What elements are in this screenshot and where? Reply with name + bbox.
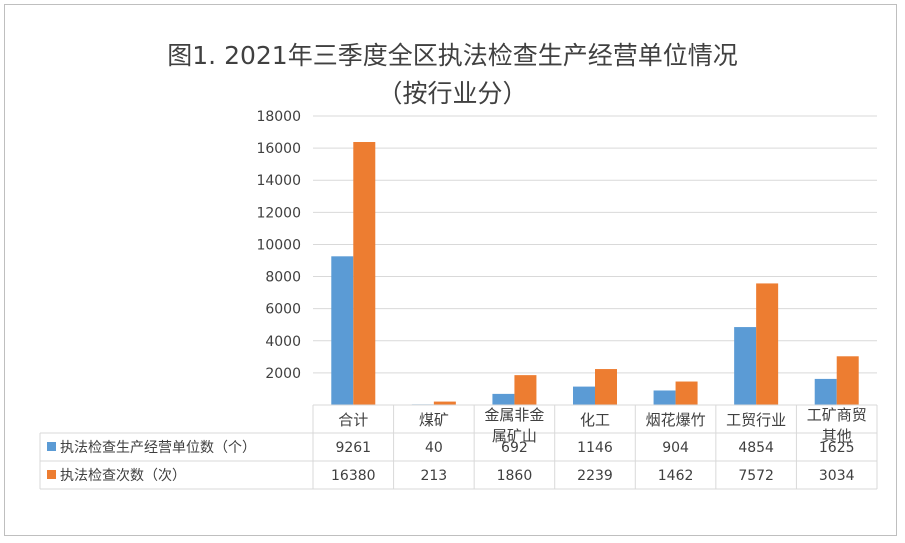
table-value: 40 bbox=[425, 440, 443, 456]
series-name: 执法检查生产经营单位数（个） bbox=[60, 440, 256, 456]
x-category-label: 金属非金 bbox=[484, 406, 544, 424]
x-category-label: 属矿山 bbox=[492, 427, 537, 445]
bar-inspections bbox=[353, 142, 376, 405]
bar-units bbox=[814, 378, 837, 405]
table-value: 1462 bbox=[658, 468, 694, 484]
bar-units bbox=[331, 256, 354, 405]
table-value: 904 bbox=[662, 440, 689, 456]
table-value: 2239 bbox=[577, 468, 613, 484]
table-value: 213 bbox=[420, 468, 447, 484]
x-category-label: 工矿商贸 bbox=[807, 406, 867, 424]
y-tick-label: 4000 bbox=[265, 334, 301, 350]
y-tick-label: 6000 bbox=[265, 302, 301, 318]
y-tick-label: 14000 bbox=[256, 173, 301, 189]
y-tick-label: 18000 bbox=[256, 109, 301, 125]
bar-units bbox=[573, 386, 595, 405]
y-tick-label: 12000 bbox=[256, 205, 301, 221]
table-value: 9261 bbox=[335, 440, 371, 456]
x-category-label: 煤矿 bbox=[419, 411, 449, 429]
y-tick-label: 2000 bbox=[265, 366, 301, 382]
x-category-label: 化工 bbox=[580, 411, 610, 429]
x-category-label: 烟花爆竹 bbox=[646, 411, 706, 429]
y-tick-label: 16000 bbox=[256, 141, 301, 157]
bar-units bbox=[734, 327, 757, 405]
legend-key bbox=[47, 470, 56, 479]
table-value: 1146 bbox=[577, 440, 613, 456]
y-tick-label: 8000 bbox=[265, 270, 301, 286]
series-name: 执法检查次数（次） bbox=[60, 468, 186, 484]
y-tick-label: 10000 bbox=[256, 237, 301, 253]
bar-inspections bbox=[836, 356, 859, 405]
chart-frame bbox=[4, 4, 897, 536]
bar-units bbox=[653, 390, 676, 405]
legend-key bbox=[47, 442, 56, 451]
table-value: 1625 bbox=[819, 440, 855, 456]
bar-inspections bbox=[675, 381, 698, 405]
chart-title: 图1. 2021年三季度全区执法检查生产经营单位情况 bbox=[167, 41, 738, 70]
table-value: 4854 bbox=[738, 440, 774, 456]
bar-units bbox=[492, 393, 515, 405]
bar-inspections bbox=[514, 375, 537, 405]
chart-subtitle: （按行业分） bbox=[377, 79, 528, 108]
bar-inspections bbox=[433, 401, 456, 405]
table-value: 16380 bbox=[331, 468, 376, 484]
bar-inspections bbox=[756, 283, 779, 405]
x-category-label: 其他 bbox=[822, 427, 852, 445]
x-category-label: 工贸行业 bbox=[726, 411, 786, 429]
bar-inspections bbox=[595, 369, 617, 405]
table-value: 1860 bbox=[497, 468, 533, 484]
table-value: 692 bbox=[501, 440, 528, 456]
x-category-label: 合计 bbox=[338, 411, 368, 429]
table-value: 7572 bbox=[738, 468, 774, 484]
table-value: 3034 bbox=[819, 468, 855, 484]
